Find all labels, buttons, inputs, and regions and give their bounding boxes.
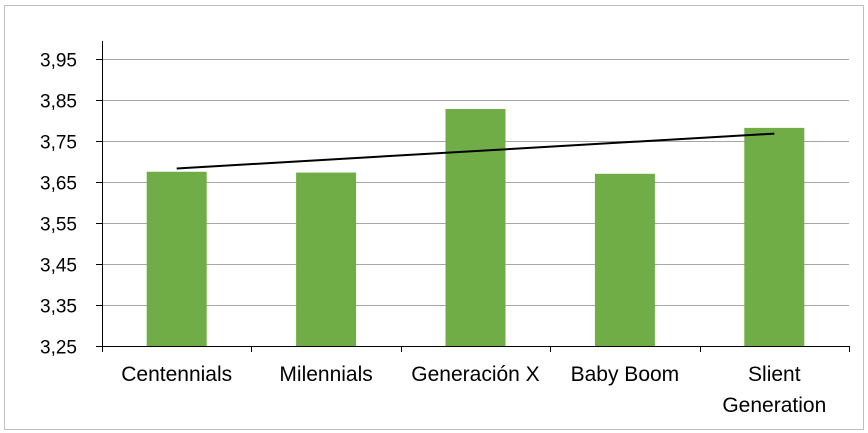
x-tick-label: Slient Generation [722,363,826,417]
y-tick-label: 3,25 [40,338,77,359]
bar [146,171,207,346]
bar [744,127,805,346]
axes [96,41,850,352]
chart-frame: 3,25 3,35 3,45 3,55 3,65 3,75 3,85 3,95 Centenn… [4,5,864,430]
x-tick-label: Generación X [411,363,539,386]
x-tick-label: Centennials [121,363,232,386]
bars [146,109,805,347]
trendline [176,132,775,170]
x-tick-label: Baby Boom [571,363,680,386]
bar [296,172,357,346]
y-axis-ticks: 3,25 3,35 3,45 3,55 3,65 3,75 3,85 3,95 [40,51,77,359]
bar [445,109,506,347]
y-tick-label: 3,45 [40,256,77,277]
bar-chart: 3,25 3,35 3,45 3,55 3,65 3,75 3,85 3,95 Centenn… [40,41,850,417]
trendline-group [176,132,775,170]
bar [594,173,655,346]
y-tick-label: 3,65 [40,174,77,195]
x-tick-label: Milennials [279,363,372,386]
y-tick-label: 3,75 [40,133,77,154]
y-tick-label: 3,85 [40,92,77,113]
y-tick-label: 3,35 [40,297,77,318]
x-axis-ticks: Centennials Milennials Generación X Baby Bo… [121,363,826,417]
y-tick-label: 3,55 [40,215,77,236]
y-tick-label: 3,95 [40,51,77,72]
